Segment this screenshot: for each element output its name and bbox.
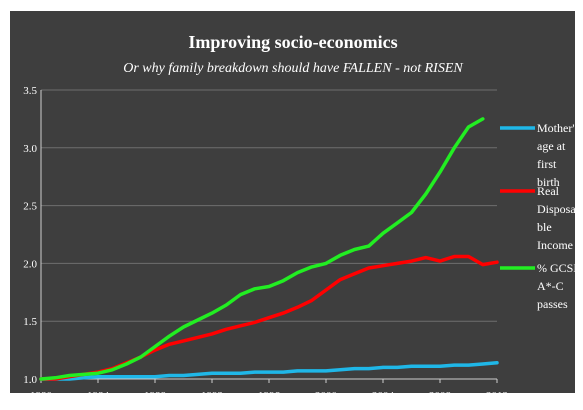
legend-label: A*-C bbox=[537, 279, 564, 293]
x-tick-label: 2008 bbox=[429, 390, 452, 402]
legend-label: birth bbox=[537, 175, 560, 189]
x-tick-label: 1988 bbox=[144, 390, 167, 402]
x-tick-label: 2000 bbox=[315, 390, 338, 402]
y-tick-label: 3.0 bbox=[23, 143, 37, 155]
series-line-3 bbox=[39, 117, 485, 381]
legend-label: Real bbox=[537, 184, 560, 198]
legend-label: ble bbox=[537, 220, 552, 234]
gridlines bbox=[41, 89, 497, 380]
y-tick-label: 3.5 bbox=[23, 85, 37, 97]
x-tick-label: 2012 bbox=[486, 390, 508, 402]
legend-label: age at bbox=[537, 139, 566, 153]
legend-label: first bbox=[537, 157, 557, 171]
chart-title: Improving socio-economics bbox=[188, 32, 397, 52]
legend-label: % GCSE bbox=[537, 261, 581, 275]
x-tick-label: 1996 bbox=[258, 390, 281, 402]
legend-label: Disposa bbox=[537, 202, 576, 216]
series-line-1 bbox=[39, 361, 499, 381]
x-tick-label: 1984 bbox=[87, 390, 110, 402]
legend-label: Mother's bbox=[537, 121, 579, 135]
y-tick-label: 2.0 bbox=[23, 258, 37, 270]
legend-label: passes bbox=[537, 297, 568, 311]
chart-frame bbox=[10, 11, 575, 393]
axes: 1.0 1.5 2.0 2.5 3.0 3.5 1980 1984 1988 1992 1996 20… bbox=[23, 85, 508, 402]
x-tick-label: 2004 bbox=[372, 390, 395, 402]
y-tick-label: 1.0 bbox=[23, 374, 37, 386]
y-tick-label: 2.5 bbox=[23, 201, 37, 213]
series-line-2 bbox=[39, 254, 499, 381]
chart-subtitle: Or why family breakdown should have FALL… bbox=[123, 61, 463, 76]
legend-label: Income bbox=[537, 238, 573, 252]
x-tick-label: 1980 bbox=[30, 390, 53, 402]
x-tick-label: 1992 bbox=[201, 390, 223, 402]
series-lines bbox=[39, 117, 499, 381]
y-tick-label: 1.5 bbox=[23, 316, 37, 328]
